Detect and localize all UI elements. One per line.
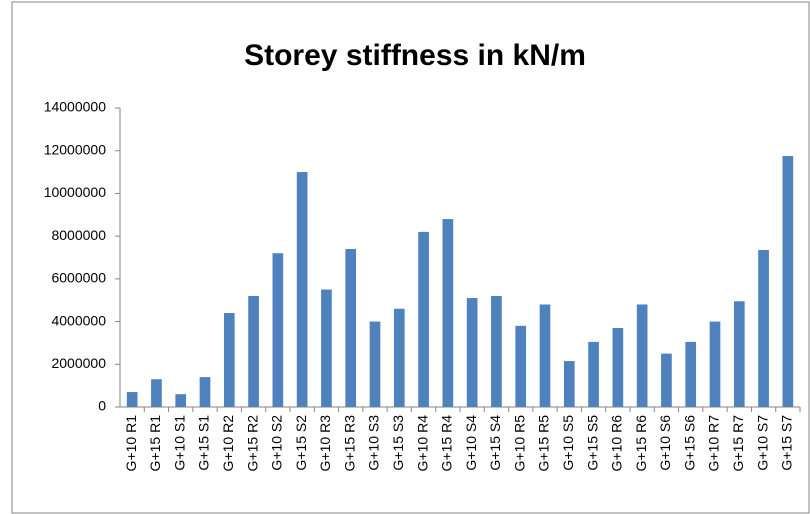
y-tick-label: 14000000 <box>44 99 107 115</box>
bar <box>709 321 721 407</box>
x-tick-label: G+15 S2 <box>293 415 309 471</box>
x-tick-label: G+10 S1 <box>171 415 187 471</box>
x-tick-label: G+15 R1 <box>147 415 163 472</box>
bar <box>321 289 332 407</box>
x-tick-label: G+10 R6 <box>609 415 625 472</box>
bar <box>272 253 284 407</box>
x-tick-label: G+10 S4 <box>463 415 479 471</box>
x-tick-label: G+15 R7 <box>730 415 746 472</box>
bar <box>126 392 138 407</box>
x-tick-label: G+10 R1 <box>123 415 139 472</box>
bar <box>685 341 697 407</box>
x-tick-label: G+10 S6 <box>657 415 673 471</box>
bar <box>345 248 357 407</box>
bar <box>588 341 599 407</box>
x-tick-label: G+15 S5 <box>584 415 600 471</box>
bar <box>733 301 745 407</box>
bar <box>612 327 624 407</box>
x-tick-label: G+15 S7 <box>779 415 795 471</box>
y-tick-label: 4000000 <box>51 312 106 328</box>
bar <box>758 250 769 407</box>
bar <box>296 172 308 407</box>
x-tick-label: G+15 R5 <box>536 415 552 472</box>
x-tick-label: G+10 S7 <box>754 415 770 471</box>
x-tick-label: G+10 R5 <box>511 415 527 472</box>
x-tick-label: G+15 S1 <box>196 415 212 471</box>
x-tick-label: G+10 R3 <box>317 415 333 472</box>
bar <box>466 298 478 407</box>
bar <box>393 308 405 407</box>
x-tick-label: G+10 R2 <box>220 415 236 472</box>
bar <box>151 379 162 407</box>
bar <box>199 377 211 407</box>
x-tick-label: G+15 R6 <box>633 415 649 472</box>
bar <box>442 219 454 407</box>
bar <box>563 361 575 407</box>
bar <box>223 313 235 407</box>
y-tick-label: 12000000 <box>44 141 107 157</box>
chart-title: Storey stiffness in kN/m <box>244 39 586 72</box>
chart-border <box>11 1 810 514</box>
bar <box>539 304 551 407</box>
bar <box>782 156 794 407</box>
bar <box>175 394 187 407</box>
x-tick-label: G+15 S4 <box>487 415 503 471</box>
x-tick-label: G+15 S3 <box>390 415 406 471</box>
x-tick-label: G+15 S6 <box>681 415 697 471</box>
bar <box>515 325 527 407</box>
bar <box>418 231 429 407</box>
x-tick-label: G+10 S3 <box>366 415 382 471</box>
y-tick-label: 6000000 <box>51 270 106 286</box>
y-tick-label: 0 <box>98 398 106 414</box>
bar <box>636 304 648 407</box>
x-tick-label: G+10 S2 <box>269 415 285 471</box>
x-tick-label: G+10 R4 <box>414 415 430 472</box>
x-tick-label: G+15 R3 <box>341 415 357 472</box>
x-tick-label: G+15 R2 <box>244 415 260 472</box>
x-tick-label: G+10 R7 <box>706 415 722 472</box>
x-tick-label: G+10 S5 <box>560 415 576 471</box>
x-tick-label: G+15 R4 <box>439 415 455 472</box>
y-tick-label: 8000000 <box>51 227 106 243</box>
bar <box>661 353 672 407</box>
bar <box>369 321 381 407</box>
y-tick-label: 2000000 <box>51 355 106 371</box>
y-tick-label: 10000000 <box>44 184 107 200</box>
bar <box>248 295 259 407</box>
bar <box>491 295 502 407</box>
